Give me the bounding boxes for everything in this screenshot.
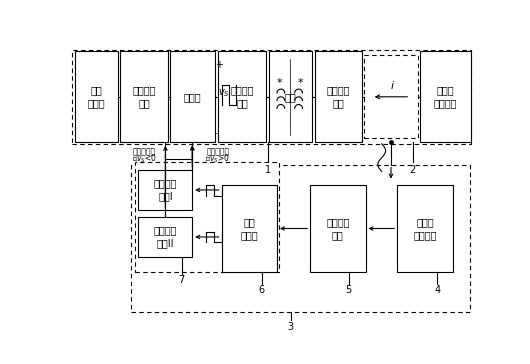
- Text: -: -: [215, 128, 219, 138]
- Text: $v_S$: $v_S$: [218, 87, 231, 99]
- Text: *: *: [297, 78, 303, 88]
- Bar: [420, 51, 471, 142]
- Bar: [131, 165, 470, 312]
- Text: *: *: [277, 78, 282, 88]
- Bar: [135, 162, 279, 272]
- Bar: [72, 50, 471, 144]
- Bar: [310, 185, 366, 272]
- Bar: [138, 217, 192, 257]
- Bar: [397, 185, 453, 272]
- Text: 1: 1: [264, 165, 271, 175]
- Bar: [170, 51, 215, 142]
- Text: 过零
比较器: 过零 比较器: [241, 217, 258, 240]
- Text: 隔离放大
电路II: 隔离放大 电路II: [154, 225, 177, 249]
- Text: $i$: $i$: [390, 79, 395, 91]
- Text: 4: 4: [434, 285, 440, 296]
- Text: 相位补偿
电路: 相位补偿 电路: [326, 217, 350, 240]
- Text: 6: 6: [259, 285, 264, 296]
- Bar: [120, 51, 169, 142]
- Text: 3: 3: [288, 322, 294, 332]
- Bar: [138, 170, 192, 210]
- Text: 整流及
滤波电路: 整流及 滤波电路: [434, 85, 457, 108]
- Text: 气隙: 气隙: [285, 92, 296, 102]
- Text: 非接触
反馈电路: 非接触 反馈电路: [413, 217, 437, 240]
- Bar: [218, 51, 266, 142]
- Text: 使$v_S$<0: 使$v_S$<0: [132, 152, 157, 165]
- Bar: [75, 51, 118, 142]
- Text: 副边谐振
网络: 副边谐振 网络: [327, 85, 350, 108]
- Bar: [269, 51, 312, 142]
- Bar: [315, 51, 363, 142]
- Bar: [364, 55, 418, 138]
- Text: 7: 7: [179, 276, 184, 285]
- Text: 使$v_S$>0: 使$v_S$>0: [205, 152, 230, 165]
- Text: 隔离放大
电路I: 隔离放大 电路I: [154, 178, 177, 202]
- Text: 逆变桥: 逆变桥: [183, 92, 201, 102]
- Text: +: +: [215, 60, 224, 70]
- Text: 5: 5: [346, 285, 352, 296]
- Text: 输入
直流源: 输入 直流源: [87, 85, 105, 108]
- Text: 2: 2: [409, 165, 416, 175]
- Text: 驱动开关管: 驱动开关管: [206, 147, 229, 156]
- Text: 驱动开关管: 驱动开关管: [133, 147, 156, 156]
- Bar: [222, 185, 277, 272]
- Text: 原边谐振
网络: 原边谐振 网络: [230, 85, 254, 108]
- Text: 自激启动
电路: 自激启动 电路: [132, 85, 156, 108]
